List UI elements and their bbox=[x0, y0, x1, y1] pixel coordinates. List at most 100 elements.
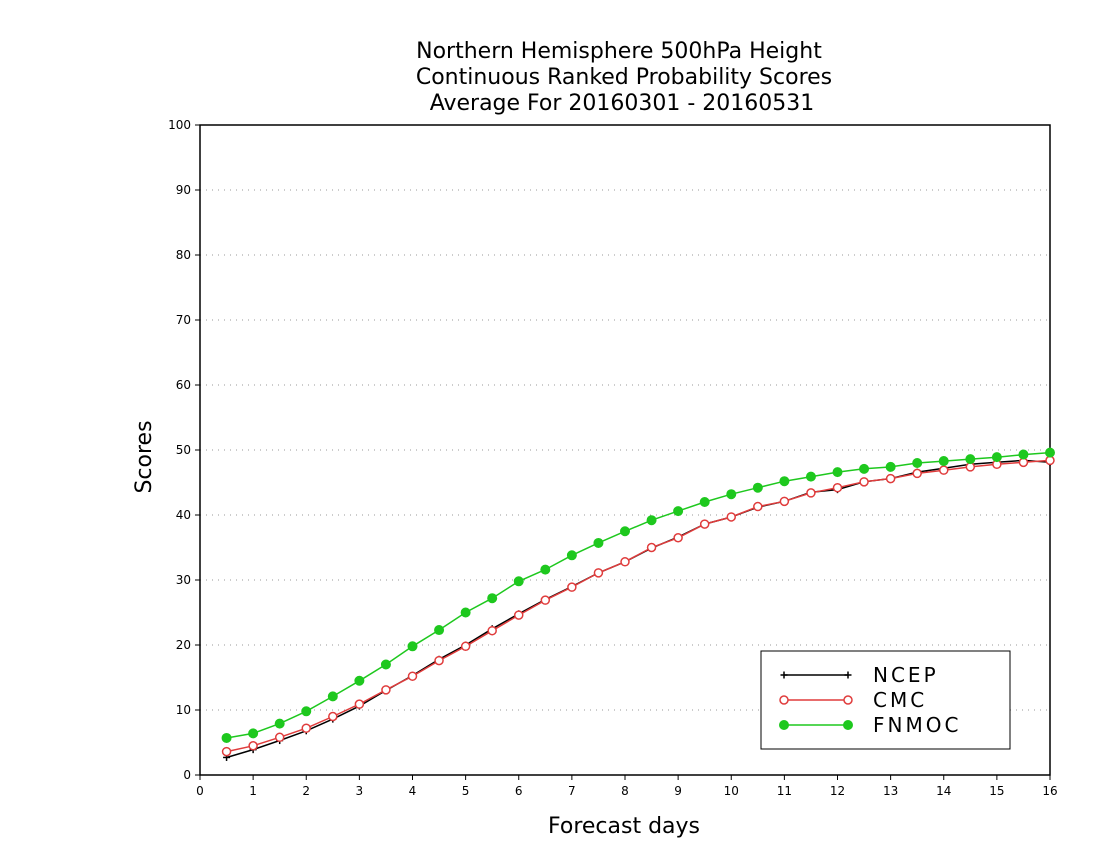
series-cmc-point bbox=[726, 512, 736, 522]
legend-marker-cmc bbox=[779, 695, 789, 705]
series-cmc-point bbox=[434, 655, 444, 666]
x-tick-label-13: 13 bbox=[883, 784, 898, 798]
series-cmc-point bbox=[407, 671, 418, 681]
series-cmc-point bbox=[221, 746, 232, 757]
x-tick-label-5: 5 bbox=[462, 784, 470, 798]
series-cmc-point bbox=[673, 533, 683, 543]
legend-entry-fnmoc: FNMOC bbox=[779, 713, 961, 737]
series-cmc-point bbox=[859, 477, 869, 487]
series-fnmoc-point bbox=[752, 482, 763, 493]
series-cmc-point bbox=[620, 557, 630, 567]
x-tick-label-0: 0 bbox=[196, 784, 204, 798]
series-cmc-point bbox=[646, 542, 657, 553]
x-axis-label: Forecast days bbox=[548, 814, 700, 839]
x-tick-label-14: 14 bbox=[936, 784, 951, 798]
series-cmc-point bbox=[514, 610, 524, 620]
series-fnmoc-point bbox=[221, 732, 232, 743]
series-cmc-point bbox=[593, 568, 604, 578]
x-tick-label-2: 2 bbox=[302, 784, 310, 798]
series-cmc-point bbox=[567, 582, 577, 592]
legend-label-fnmoc: FNMOC bbox=[873, 713, 961, 737]
series-cmc-point bbox=[540, 595, 551, 605]
series-cmc-point bbox=[699, 519, 710, 529]
series-fnmoc-point bbox=[885, 461, 896, 472]
series-fnmoc bbox=[221, 447, 1055, 743]
x-tick-label-7: 7 bbox=[568, 784, 576, 798]
series-fnmoc-point bbox=[407, 641, 418, 652]
series-fnmoc-point bbox=[1018, 449, 1029, 460]
x-tick-label-4: 4 bbox=[409, 784, 417, 798]
y-tick-label-80: 80 bbox=[176, 248, 191, 262]
legend-label-ncep: NCEP bbox=[873, 663, 939, 687]
chart-title: Northern Hemisphere 500hPa Height Contin… bbox=[416, 39, 832, 116]
series-fnmoc-point bbox=[566, 550, 577, 561]
y-tick-label-30: 30 bbox=[176, 573, 191, 587]
series-cmc-point bbox=[1018, 457, 1029, 468]
series-cmc-point bbox=[806, 488, 816, 498]
legend-label-cmc: CMC bbox=[873, 688, 927, 712]
legend-entry-ncep: NCEP bbox=[780, 663, 939, 687]
x-tick-label-10: 10 bbox=[724, 784, 739, 798]
x-tick-label-3: 3 bbox=[356, 784, 364, 798]
series-fnmoc-point bbox=[434, 625, 445, 636]
series-fnmoc-point bbox=[513, 576, 524, 587]
series-fnmoc-point bbox=[965, 454, 976, 465]
series-fnmoc-point bbox=[726, 489, 737, 500]
x-tick-label-9: 9 bbox=[674, 784, 682, 798]
series-cmc-point bbox=[487, 625, 497, 636]
series-fnmoc-point bbox=[327, 691, 338, 702]
grid-lines bbox=[200, 124, 1050, 711]
series-fnmoc-point bbox=[354, 675, 365, 686]
series-fnmoc-point bbox=[460, 607, 471, 618]
series-fnmoc-point bbox=[673, 506, 684, 517]
y-tick-label-0: 0 bbox=[183, 768, 191, 782]
legend-entry-cmc: CMC bbox=[779, 688, 927, 712]
chart-title-line-1: Northern Hemisphere 500hPa Height bbox=[416, 39, 822, 64]
y-tick-label-70: 70 bbox=[176, 313, 191, 327]
legend-marker-fnmoc bbox=[779, 720, 789, 730]
series-fnmoc-point bbox=[832, 467, 843, 478]
x-tick-label-6: 6 bbox=[515, 784, 523, 798]
series-fnmoc-point bbox=[274, 718, 285, 729]
x-tick-label-16: 16 bbox=[1042, 784, 1057, 798]
series-fnmoc-point bbox=[593, 537, 604, 548]
y-tick-label-10: 10 bbox=[176, 703, 191, 717]
series-fnmoc-point bbox=[805, 471, 816, 482]
x-tick-label-12: 12 bbox=[830, 784, 845, 798]
x-tick-label-15: 15 bbox=[989, 784, 1004, 798]
x-tick-label-11: 11 bbox=[777, 784, 792, 798]
series-fnmoc-point bbox=[487, 593, 498, 604]
legend-marker-ncep bbox=[844, 671, 852, 679]
series-fnmoc-point bbox=[699, 497, 710, 507]
y-tick-label-50: 50 bbox=[176, 443, 191, 457]
chart-title-line-2: Continuous Ranked Probability Scores bbox=[416, 65, 832, 90]
y-tick-label-20: 20 bbox=[176, 638, 191, 652]
series-fnmoc-point bbox=[912, 458, 923, 468]
series-fnmoc-point bbox=[540, 564, 551, 575]
series-cmc-point bbox=[460, 641, 471, 652]
x-tick-label-1: 1 bbox=[249, 784, 257, 798]
series-fnmoc-point bbox=[646, 515, 657, 526]
chart-title-line-3: Average For 20160301 - 20160531 bbox=[430, 91, 815, 116]
series-cmc-point bbox=[779, 496, 790, 507]
series-fnmoc-point bbox=[620, 526, 630, 537]
legend-marker-cmc bbox=[843, 695, 853, 705]
y-tick-label-40: 40 bbox=[176, 508, 191, 522]
series-cmc-point bbox=[939, 465, 949, 475]
series-fnmoc-point bbox=[380, 659, 391, 670]
series-cmc-point bbox=[354, 699, 365, 709]
series-fnmoc-point bbox=[1045, 447, 1055, 458]
series-fnmoc-point bbox=[991, 452, 1002, 463]
x-tick-label-8: 8 bbox=[621, 784, 629, 798]
y-tick-label-100: 100 bbox=[168, 118, 191, 132]
series-layer bbox=[221, 447, 1055, 761]
series-fnmoc-point bbox=[248, 728, 259, 739]
series-cmc-point bbox=[753, 501, 763, 512]
y-tick-label-90: 90 bbox=[176, 183, 191, 197]
series-cmc-point bbox=[832, 482, 843, 493]
series-cmc bbox=[221, 455, 1055, 757]
